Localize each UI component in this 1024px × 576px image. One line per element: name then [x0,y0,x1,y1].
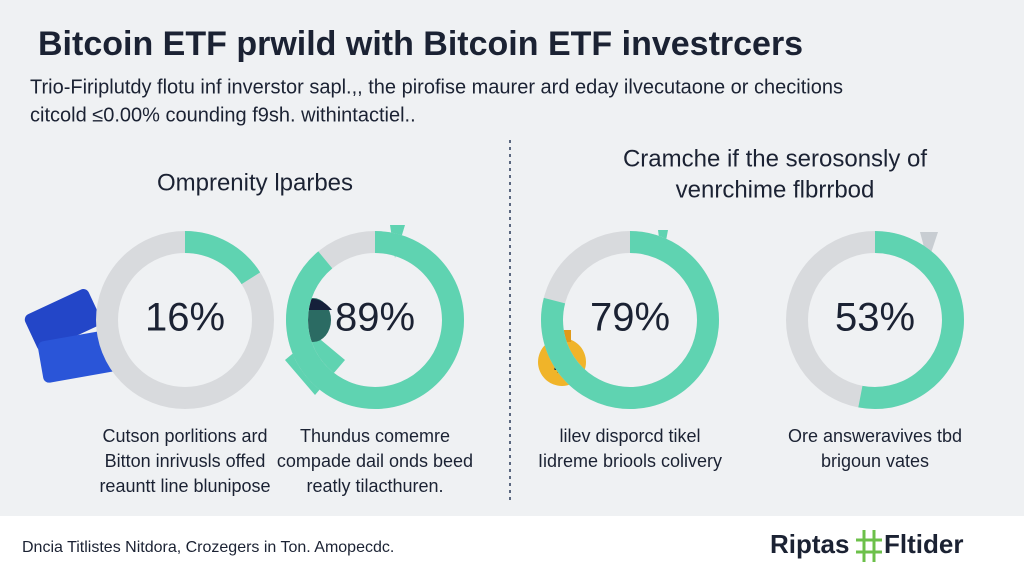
caption-line: Bitton inrivusls offed [105,451,266,471]
caption-line: Thundus comemre [300,426,450,446]
donut-arc [541,231,719,409]
title: Bitcoin ETF prwild with Bitcoin ETF inve… [38,25,803,63]
logo-right: Fltider [884,529,963,559]
subtitle-line: citcold ≤0.00% counding f9sh. withintact… [30,104,416,126]
caption-line: brigoun vates [821,451,929,471]
caption-line: lilev disporcd tikel [559,426,700,446]
section-heading: venrchime flbrrbod [676,176,875,203]
section-heading: Omprenity lparbes [157,169,353,196]
footer-note: Dncia Titlistes Nitdora, Crozegers in To… [22,539,394,556]
caption-line: reauntt line blunipose [99,476,270,496]
accent [920,232,938,262]
donut-arc [184,231,261,285]
donut-label: 89% [335,296,415,340]
caption-line: compade dail onds beed [277,451,473,471]
footer [0,516,1024,576]
caption-line: Iidreme briools colivery [538,451,722,471]
donut-arc [286,231,464,409]
logo-left: Riptas [770,529,849,559]
caption-line: Ore answeravives tbd [788,426,962,446]
donut-arc [858,231,964,409]
section-heading: Cramche if the serosonsly of [623,145,927,172]
caption-line: Cutson porlitions ard [102,426,267,446]
donut-label: 16% [145,296,225,340]
logo-mark [856,530,882,562]
donut-label: 79% [590,296,670,340]
donut-label: 53% [835,296,915,340]
caption-line: reatly tilacthuren. [306,476,443,496]
subtitle-line: Trio-Firiplutdy flotu inf inverstor sapl… [30,76,843,98]
